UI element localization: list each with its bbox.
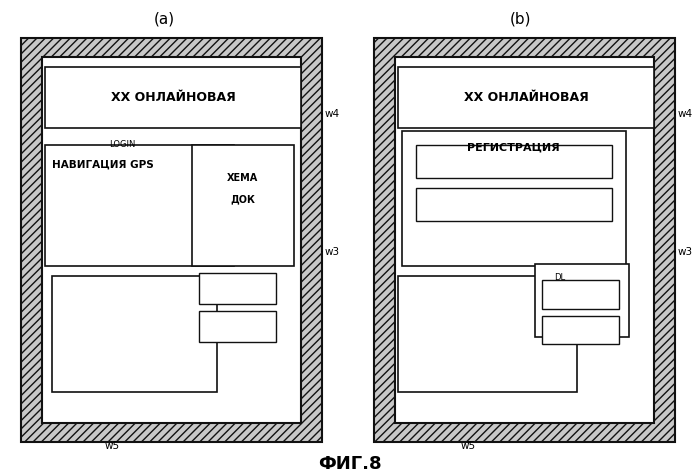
Text: w3: w3 xyxy=(675,247,693,257)
Bar xyxy=(374,38,675,442)
Text: (b): (b) xyxy=(510,11,531,26)
Bar xyxy=(192,145,294,266)
Text: w4: w4 xyxy=(675,109,693,119)
Bar xyxy=(542,280,619,309)
Text: ФИГ.8: ФИГ.8 xyxy=(317,455,382,473)
Text: ХХ ОНЛАЙНОВАЯ: ХХ ОНЛАЙНОВАЯ xyxy=(110,91,236,104)
Text: (a): (a) xyxy=(154,11,175,26)
Bar xyxy=(45,66,301,128)
Bar xyxy=(52,276,217,392)
Bar xyxy=(416,145,612,178)
Bar xyxy=(21,38,322,442)
Text: w5: w5 xyxy=(104,441,120,451)
Text: ХХ ОНЛАЙНОВАЯ: ХХ ОНЛАЙНОВАЯ xyxy=(463,91,589,104)
Text: ДОК: ДОК xyxy=(231,194,255,204)
Bar xyxy=(395,57,654,423)
Bar xyxy=(402,131,626,266)
Text: РЕГИСТРАЦИЯ: РЕГИСТРАЦИЯ xyxy=(468,142,560,152)
Bar xyxy=(199,311,276,342)
Bar xyxy=(199,273,276,304)
Bar xyxy=(535,264,629,337)
Text: w4: w4 xyxy=(322,109,340,119)
Bar xyxy=(398,66,654,128)
Text: w3: w3 xyxy=(322,247,340,257)
Bar xyxy=(542,316,619,344)
Bar xyxy=(45,145,234,266)
Text: w5: w5 xyxy=(461,441,476,451)
Text: НАВИГАЦИЯ GPS: НАВИГАЦИЯ GPS xyxy=(52,159,154,169)
Bar xyxy=(42,57,301,423)
Text: ХЕМА: ХЕМА xyxy=(227,172,259,182)
Bar xyxy=(416,188,612,221)
Bar xyxy=(398,276,577,392)
Text: LOGIN: LOGIN xyxy=(109,141,136,149)
Text: DL: DL xyxy=(554,274,565,282)
